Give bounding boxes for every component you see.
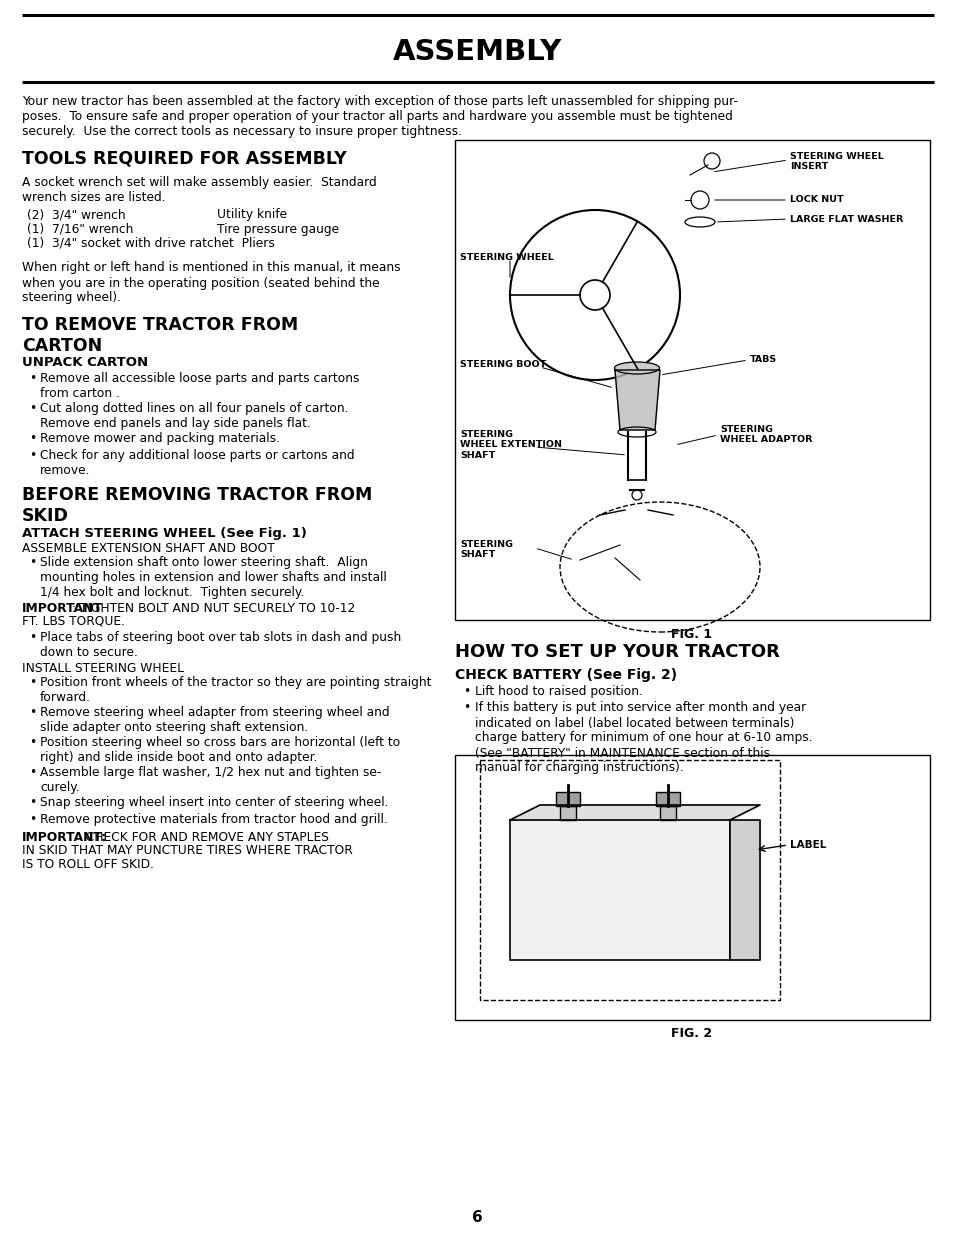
Text: STEERING BOOT: STEERING BOOT (459, 359, 546, 369)
Bar (455, 755, 929, 1020)
Text: If this battery is put into service after month and year
indicated on label (lab: If this battery is put into service afte… (475, 701, 812, 774)
Text: TABS: TABS (749, 354, 777, 364)
Text: Remove mower and packing materials.: Remove mower and packing materials. (40, 432, 280, 445)
Text: CHECK FOR AND REMOVE ANY STAPLES: CHECK FOR AND REMOVE ANY STAPLES (78, 831, 329, 844)
Text: •: • (29, 556, 36, 569)
Text: Assemble large flat washer, 1/2 hex nut and tighten se-
curely.: Assemble large flat washer, 1/2 hex nut … (40, 766, 381, 794)
Bar (510, 820, 729, 960)
Text: (2)  3/4" wrench: (2) 3/4" wrench (27, 207, 126, 221)
Text: STEERING
SHAFT: STEERING SHAFT (459, 540, 513, 559)
Text: HOW TO SET UP YOUR TRACTOR: HOW TO SET UP YOUR TRACTOR (455, 643, 779, 661)
Text: FIG. 2: FIG. 2 (671, 1028, 712, 1040)
Text: •: • (29, 797, 36, 809)
Text: Remove protective materials from tractor hood and grill.: Remove protective materials from tractor… (40, 813, 387, 825)
Text: Position front wheels of the tractor so they are pointing straight
forward.: Position front wheels of the tractor so … (40, 676, 431, 704)
Text: IN SKID THAT MAY PUNCTURE TIRES WHERE TRACTOR: IN SKID THAT MAY PUNCTURE TIRES WHERE TR… (22, 845, 353, 857)
Text: (1)  7/16" wrench: (1) 7/16" wrench (27, 222, 133, 236)
Text: (1)  3/4" socket with drive ratchet  Pliers: (1) 3/4" socket with drive ratchet Plier… (27, 237, 274, 249)
Text: IMPORTANT:: IMPORTANT: (22, 831, 107, 844)
Text: STEERING
WHEEL ADAPTOR: STEERING WHEEL ADAPTOR (720, 425, 812, 445)
Ellipse shape (614, 362, 659, 374)
Polygon shape (729, 820, 760, 960)
Text: 6: 6 (471, 1210, 482, 1225)
Text: Remove steering wheel adapter from steering wheel and
slide adapter onto steerin: Remove steering wheel adapter from steer… (40, 706, 389, 734)
Text: STEERING
WHEEL EXTENTION
SHAFT: STEERING WHEEL EXTENTION SHAFT (459, 430, 561, 459)
Text: •: • (29, 631, 36, 645)
Text: LOCK NUT: LOCK NUT (789, 195, 842, 204)
Polygon shape (510, 805, 760, 820)
Text: •: • (29, 766, 36, 779)
Text: BEFORE REMOVING TRACTOR FROM
SKID: BEFORE REMOVING TRACTOR FROM SKID (22, 487, 372, 525)
Text: Snap steering wheel insert into center of steering wheel.: Snap steering wheel insert into center o… (40, 797, 388, 809)
Text: Place tabs of steering boot over tab slots in dash and push
down to secure.: Place tabs of steering boot over tab slo… (40, 631, 401, 659)
Text: UNPACK CARTON: UNPACK CARTON (22, 356, 148, 369)
Text: FIG. 1: FIG. 1 (671, 629, 712, 641)
Text: A socket wrench set will make assembly easier.  Standard
wrench sizes are listed: A socket wrench set will make assembly e… (22, 177, 376, 204)
Text: Slide extension shaft onto lower steering shaft.  Align
mounting holes in extens: Slide extension shaft onto lower steerin… (40, 556, 386, 599)
Text: Remove all accessible loose parts and parts cartons
from carton .: Remove all accessible loose parts and pa… (40, 372, 359, 400)
Text: Check for any additional loose parts or cartons and
remove.: Check for any additional loose parts or … (40, 448, 355, 477)
Text: ASSEMBLE EXTENSION SHAFT AND BOOT: ASSEMBLE EXTENSION SHAFT AND BOOT (22, 541, 274, 555)
Bar (659, 806, 676, 820)
Text: Position steering wheel so cross bars are horizontal (left to
right) and slide i: Position steering wheel so cross bars ar… (40, 736, 400, 764)
Text: Lift hood to raised position.: Lift hood to raised position. (475, 685, 642, 698)
Text: ATTACH STEERING WHEEL (See Fig. 1): ATTACH STEERING WHEEL (See Fig. 1) (22, 526, 307, 540)
Text: CHECK BATTERY (See Fig. 2): CHECK BATTERY (See Fig. 2) (455, 668, 677, 682)
Bar (556, 792, 579, 806)
Bar (656, 792, 679, 806)
Polygon shape (615, 370, 659, 430)
Text: STEERING WHEEL
INSERT: STEERING WHEEL INSERT (789, 152, 882, 172)
Text: •: • (29, 432, 36, 445)
Bar (455, 140, 929, 620)
Text: •: • (29, 813, 36, 825)
Text: : TIGHTEN BOLT AND NUT SECURELY TO 10-12: : TIGHTEN BOLT AND NUT SECURELY TO 10-12 (72, 601, 355, 615)
Text: •: • (29, 706, 36, 719)
Text: •: • (29, 448, 36, 462)
Text: •: • (29, 403, 36, 415)
Text: INSTALL STEERING WHEEL: INSTALL STEERING WHEEL (22, 662, 184, 674)
Text: •: • (29, 372, 36, 385)
Text: ASSEMBLY: ASSEMBLY (392, 38, 561, 65)
Text: •: • (462, 685, 470, 698)
Text: Tire pressure gauge: Tire pressure gauge (216, 222, 338, 236)
Text: STEERING WHEEL: STEERING WHEEL (459, 253, 553, 262)
Text: LARGE FLAT WASHER: LARGE FLAT WASHER (789, 215, 902, 224)
Bar (559, 806, 576, 820)
Text: •: • (29, 676, 36, 689)
Text: When right or left hand is mentioned in this manual, it means
when you are in th: When right or left hand is mentioned in … (22, 262, 400, 305)
Text: FT. LBS TORQUE.: FT. LBS TORQUE. (22, 615, 125, 629)
Text: Your new tractor has been assembled at the factory with exception of those parts: Your new tractor has been assembled at t… (22, 95, 738, 138)
Text: Cut along dotted lines on all four panels of carton.
Remove end panels and lay s: Cut along dotted lines on all four panel… (40, 403, 348, 430)
Text: IS TO ROLL OFF SKID.: IS TO ROLL OFF SKID. (22, 858, 153, 871)
Text: TOOLS REQUIRED FOR ASSEMBLY: TOOLS REQUIRED FOR ASSEMBLY (22, 149, 346, 168)
Text: Utility knife: Utility knife (216, 207, 287, 221)
Text: IMPORTANT: IMPORTANT (22, 601, 103, 615)
Text: •: • (462, 701, 470, 715)
Text: LABEL: LABEL (789, 840, 825, 850)
Text: •: • (29, 736, 36, 748)
Text: TO REMOVE TRACTOR FROM
CARTON: TO REMOVE TRACTOR FROM CARTON (22, 316, 298, 354)
